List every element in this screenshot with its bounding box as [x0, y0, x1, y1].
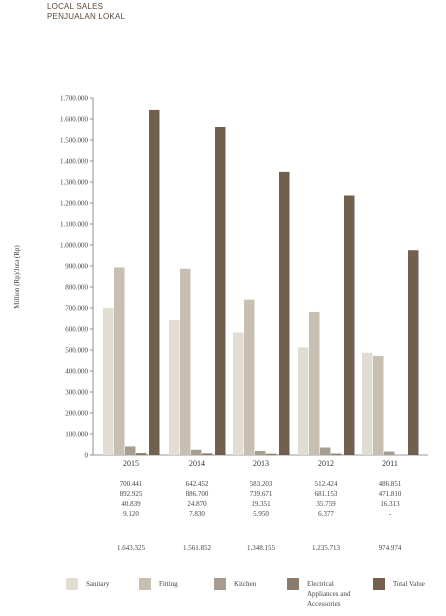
bar-fitting-2012 [309, 311, 320, 455]
bar-sanitary-2015 [103, 307, 114, 455]
bar-sanitary-2014 [169, 320, 180, 455]
data-label-total: 974.974 [379, 544, 402, 552]
y-tick-label: 1.000.000 [60, 242, 89, 250]
y-tick-label: 800.000 [65, 284, 88, 292]
chart-title: LOCAL SALES [47, 2, 104, 11]
y-axis-title: Million (Rp)/Juta (Rp) [13, 245, 21, 309]
x-tick-label: 2015 [123, 459, 139, 468]
bar-kitchen-2012 [320, 447, 331, 455]
bar-electrical-2015 [136, 453, 147, 455]
y-tick-label: 1.500.000 [60, 137, 89, 145]
bar-fitting-2015 [114, 267, 125, 455]
data-label-electrical: 9.120 [123, 510, 139, 518]
data-label-sanitary: 700.441 [120, 480, 143, 488]
legend-label-electrical-line-1: Electrical [307, 580, 334, 588]
data-label-fitting: 739.671 [250, 490, 273, 498]
data-label-kitchen: 24.870 [187, 500, 207, 508]
bar-sanitary-2012 [298, 347, 309, 455]
bar-sanitary-2011 [362, 352, 373, 455]
data-label-fitting: 886.700 [186, 490, 209, 498]
chart-subtitle: PENJUALAN LOKAL [47, 12, 126, 21]
legend-swatch-electrical [287, 578, 299, 590]
legend-swatch-kitchen [214, 578, 226, 590]
y-tick-label: 400.000 [65, 368, 88, 376]
data-label-electrical: 7.830 [189, 510, 205, 518]
data-label-sanitary: 583.203 [250, 480, 273, 488]
bar-fitting-2014 [180, 268, 191, 455]
y-tick-label: 500.000 [65, 347, 88, 355]
data-label-sanitary: 642.452 [186, 480, 209, 488]
y-tick-label: 0 [85, 452, 89, 460]
y-tick-label: 700.000 [65, 305, 88, 313]
legend-label-fitting: Fitting [159, 580, 178, 588]
y-tick-label: 900.000 [65, 263, 88, 271]
bar-total-2014 [215, 127, 226, 455]
y-tick-label: 300.000 [65, 389, 88, 397]
bar-electrical-2014 [202, 453, 213, 455]
data-label-electrical: 5.950 [253, 510, 269, 518]
bar-total-2012 [344, 195, 355, 455]
data-label-sanitary: 486.851 [379, 480, 402, 488]
data-label-fitting: 681.153 [315, 490, 338, 498]
x-tick-label: 2014 [189, 459, 205, 468]
bar-total-2011 [408, 250, 419, 455]
data-label-electrical: 6.377 [318, 510, 334, 518]
x-tick-label: 2011 [382, 459, 398, 468]
legend-swatch-fitting [139, 578, 151, 590]
data-label-fitting: 892.925 [120, 490, 143, 498]
x-tick-label: 2012 [318, 459, 334, 468]
x-tick-label: 2013 [253, 459, 269, 468]
legend-label-electrical-line-2: Appliances and [307, 590, 351, 598]
legend-swatch-total [373, 578, 385, 590]
bar-kitchen-2011 [384, 451, 395, 455]
data-label-total: 1.643.325 [117, 544, 146, 552]
bar-electrical-2013 [266, 453, 277, 455]
bar-total-2015 [149, 109, 160, 456]
y-tick-label: 600.000 [65, 326, 88, 334]
data-label-total: 1.235.713 [312, 544, 341, 552]
data-label-total: 1.561.852 [183, 544, 212, 552]
legend-label-sanitary: Sanitary [86, 580, 110, 588]
y-tick-label: 1.700.000 [60, 95, 89, 103]
bar-kitchen-2013 [255, 450, 266, 455]
bar-electrical-2012 [331, 453, 342, 455]
y-tick-label: 1.200.000 [60, 200, 89, 208]
y-tick-label: 100.000 [65, 431, 88, 439]
bar-kitchen-2014 [191, 449, 202, 455]
data-label-kitchen: 16.313 [380, 500, 400, 508]
chart-title-block: LOCAL SALES PENJUALAN LOKAL [47, 2, 125, 22]
bar-kitchen-2015 [125, 446, 136, 455]
bar-sanitary-2013 [233, 332, 244, 455]
data-label-total: 1.348.155 [247, 544, 276, 552]
data-label-kitchen: 35.759 [316, 500, 336, 508]
data-label-fitting: 471.810 [379, 490, 402, 498]
y-tick-label: 1.100.000 [60, 221, 89, 229]
y-tick-label: 1.300.000 [60, 179, 89, 187]
data-label-sanitary: 512.424 [315, 480, 338, 488]
bar-fitting-2013 [244, 299, 255, 455]
y-tick-label: 1.600.000 [60, 116, 89, 124]
bar-total-2013 [279, 171, 290, 455]
data-label-kitchen: 40.839 [121, 500, 141, 508]
y-tick-label: 1.400.000 [60, 158, 89, 166]
bar-fitting-2011 [373, 355, 384, 455]
data-label-electrical: - [389, 510, 392, 518]
legend-label-kitchen: Kitchen [234, 580, 257, 588]
y-tick-label: 200.000 [65, 410, 88, 418]
legend-label-total: Total Value [393, 580, 425, 588]
legend-swatch-sanitary [66, 578, 78, 590]
data-label-kitchen: 19.351 [251, 500, 271, 508]
legend-label-electrical-line-3: Accessories [307, 600, 341, 608]
